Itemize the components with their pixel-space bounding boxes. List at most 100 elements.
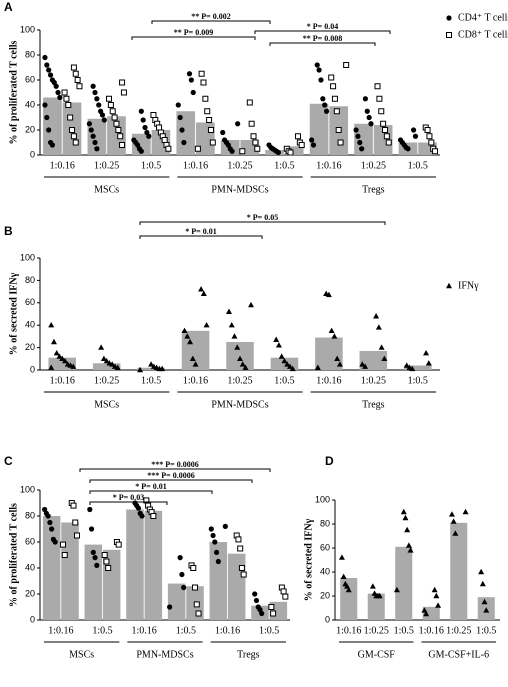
data-point <box>76 83 83 90</box>
data-point <box>378 344 385 350</box>
data-point <box>238 565 245 571</box>
data-point <box>181 584 187 591</box>
significance-bracket <box>269 42 376 46</box>
data-point <box>433 592 440 599</box>
x-tick-label: 1:0.16 <box>316 375 341 386</box>
data-point <box>323 108 330 114</box>
data-point <box>198 70 205 77</box>
data-point <box>188 77 194 83</box>
data-point <box>374 83 381 90</box>
data-point <box>94 146 100 152</box>
data-point <box>47 72 54 78</box>
data-point <box>385 139 392 146</box>
bar <box>395 546 413 620</box>
data-point <box>106 95 112 102</box>
x-tick-label: 1:0.5 <box>92 625 112 636</box>
y-tick-label: 60 <box>25 74 35 84</box>
significance-bracket <box>131 36 256 40</box>
data-point <box>148 361 155 367</box>
data-point <box>190 89 196 96</box>
significance-bracket <box>79 468 271 472</box>
data-point <box>198 286 205 292</box>
data-point <box>252 139 259 146</box>
data-point <box>47 519 53 526</box>
data-point <box>298 142 305 148</box>
y-tick-label: 0 <box>30 364 35 374</box>
data-point <box>364 108 370 114</box>
data-point <box>101 117 107 123</box>
data-point <box>179 571 185 578</box>
data-point <box>366 114 372 121</box>
x-tick-label: 1:0.25 <box>361 160 386 171</box>
data-point <box>275 342 282 348</box>
data-point <box>138 148 144 154</box>
data-point <box>175 102 181 108</box>
data-point <box>287 149 294 156</box>
legend-marker <box>446 32 452 38</box>
data-point <box>432 148 439 155</box>
data-point <box>331 95 338 102</box>
data-point <box>208 526 214 532</box>
data-point <box>450 518 457 524</box>
y-tick-label: 20 <box>25 342 35 352</box>
data-point <box>139 513 145 519</box>
bar <box>367 593 385 620</box>
data-point <box>105 565 112 571</box>
data-point <box>52 539 58 545</box>
data-point <box>46 67 52 73</box>
panel-label: C <box>4 454 13 468</box>
significance-label: * P= 0.04 <box>307 22 338 31</box>
data-point <box>383 133 390 140</box>
data-point <box>318 77 324 83</box>
data-point <box>114 364 121 370</box>
x-tick-label: 1:0.25 <box>227 375 252 386</box>
data-point <box>90 83 96 89</box>
data-point <box>240 571 247 578</box>
data-point <box>103 357 110 364</box>
group-label: Tregs <box>362 399 385 410</box>
data-point <box>229 148 235 154</box>
data-point <box>192 361 199 367</box>
data-point <box>322 102 328 108</box>
data-point <box>63 95 70 102</box>
data-point <box>49 526 55 532</box>
x-tick-label: 1:0.16 <box>50 160 75 171</box>
data-point <box>53 83 59 89</box>
data-point <box>373 313 380 319</box>
data-point <box>400 508 407 515</box>
group-label: MSCs <box>94 399 119 410</box>
x-tick-label: 1:0.25 <box>94 375 119 386</box>
bar <box>144 510 163 620</box>
data-point <box>115 541 122 548</box>
y-tick-label: 20 <box>25 588 35 598</box>
bar <box>422 606 440 620</box>
data-point <box>479 580 486 587</box>
significance-label: * P= 0.01 <box>185 227 216 236</box>
data-point <box>393 586 400 593</box>
data-point <box>57 94 63 101</box>
data-point <box>100 355 107 361</box>
data-point <box>382 127 388 133</box>
x-tick-label: 1:0.5 <box>259 625 279 636</box>
data-point <box>184 333 191 339</box>
data-point <box>117 133 124 140</box>
data-point <box>270 610 277 617</box>
data-point <box>424 127 431 133</box>
data-point <box>115 127 122 133</box>
data-point <box>325 291 332 298</box>
bar <box>43 97 62 155</box>
group-label: MSCs <box>94 184 119 195</box>
legend-label: CD4⁺ T cells <box>458 12 508 23</box>
data-point <box>69 127 76 133</box>
data-point <box>355 133 361 139</box>
group-label: Tregs <box>237 649 260 660</box>
data-point <box>86 121 92 127</box>
data-point <box>177 114 183 121</box>
data-point <box>220 129 226 136</box>
x-tick-label: 1:0.16 <box>132 625 157 636</box>
data-point <box>113 120 120 127</box>
data-point <box>259 610 265 617</box>
x-tick-label: 1:0.16 <box>50 375 75 386</box>
data-point <box>410 127 417 133</box>
data-point <box>426 133 433 140</box>
